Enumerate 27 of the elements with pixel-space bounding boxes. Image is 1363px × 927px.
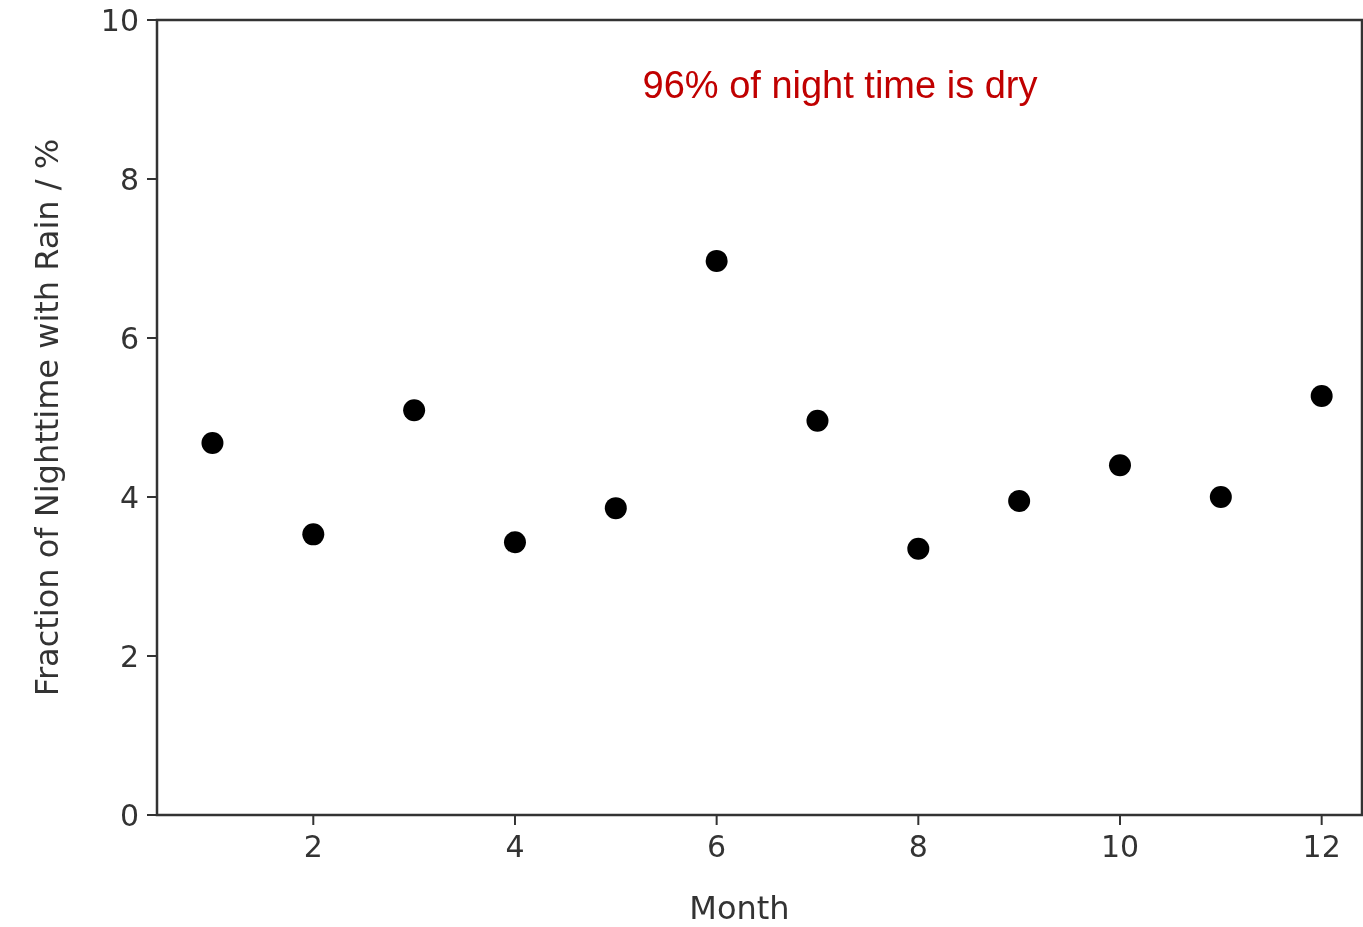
x-tick-label: 4 (505, 829, 525, 864)
point (705, 249, 728, 272)
y-tick-label: 10 (100, 2, 139, 38)
point (403, 399, 426, 422)
y-axis-title: Fraction of Nighttime with Rain / % (28, 138, 66, 697)
y-tick-label: 0 (119, 797, 139, 833)
point (1008, 489, 1031, 512)
x-tick-label: 10 (1100, 829, 1140, 864)
point (1209, 486, 1232, 508)
x-tick-label: 6 (707, 829, 727, 864)
y-tick-label: 4 (119, 479, 139, 515)
point (604, 497, 627, 520)
point (503, 531, 526, 554)
y-tick-label: 6 (119, 320, 139, 356)
annotation: 96% of night time is dry (642, 64, 1038, 106)
x-axis-title: Month (689, 889, 790, 927)
point (201, 431, 224, 454)
point (806, 409, 829, 432)
x-tick-label: 2 (303, 829, 323, 864)
x-tick-label: 12 (1302, 829, 1341, 864)
point (907, 537, 930, 560)
point (1310, 385, 1333, 408)
point (1108, 454, 1131, 477)
y-tick-label: 8 (119, 161, 139, 197)
x-tick-label: 8 (908, 829, 928, 864)
point (302, 523, 325, 546)
y-tick-label: 2 (119, 638, 139, 674)
